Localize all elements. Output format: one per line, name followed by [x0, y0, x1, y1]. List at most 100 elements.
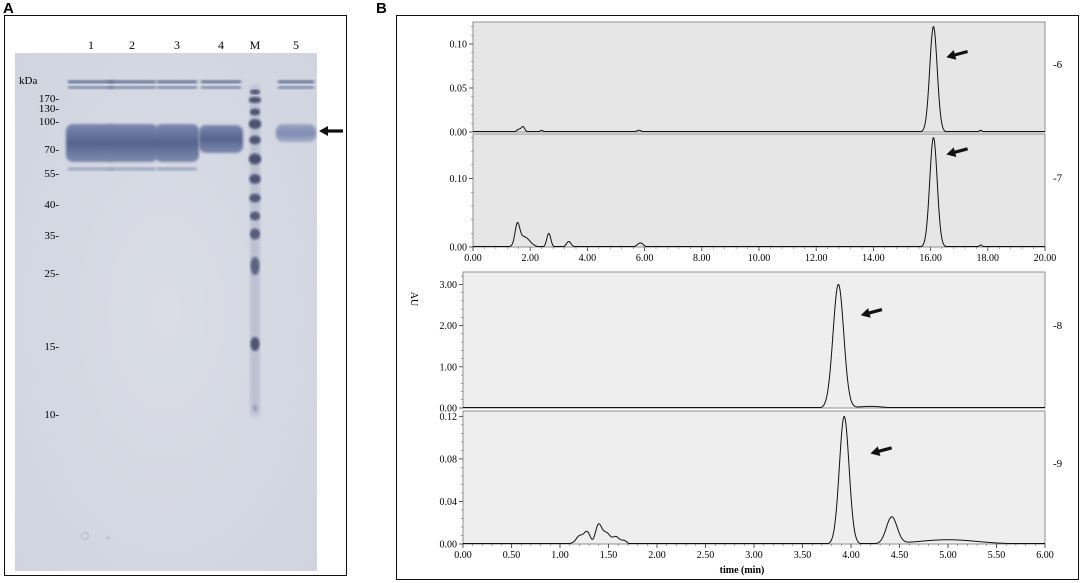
marker-label: 10-	[44, 409, 59, 421]
x-tick-label: 1.00	[551, 550, 569, 561]
marker-smear	[250, 86, 260, 416]
x-tick-label: 2.00	[521, 253, 539, 264]
x-tick-label: 5.50	[988, 550, 1006, 561]
x-tick-label: 1.50	[600, 550, 618, 561]
chromatogram-figure: AU time (min) 0.000.050.10-60.000.100.00…	[408, 21, 1063, 576]
gel-band	[108, 80, 156, 84]
chromatogram-plot: 0.00 0.05 0.10 -6	[450, 21, 1063, 139]
gel-band	[68, 80, 114, 84]
x-tick-label: 4.50	[891, 550, 909, 561]
x-axis-label: time (min)	[720, 565, 765, 576]
y-tick-label: 3.00	[440, 280, 458, 291]
plot-area	[472, 21, 1046, 133]
x-tick-label: 16.00	[919, 253, 942, 264]
series-label: -6	[1053, 59, 1063, 71]
x-tick-label: 4.00	[579, 253, 597, 264]
y-tick-label: 0.00	[450, 243, 468, 254]
y-tick-label: 0.12	[440, 412, 458, 423]
chromatogram-trace	[463, 416, 1045, 544]
lane-label: 1	[88, 38, 94, 52]
marker-label: 35-	[44, 230, 59, 242]
x-tick-label: 4.00	[842, 550, 860, 561]
gel-band	[278, 86, 314, 89]
x-tick-label: 20.00	[1034, 253, 1057, 264]
series-label: -7	[1053, 172, 1063, 184]
gel-band	[108, 167, 156, 171]
chromatogram-trace	[473, 26, 1045, 132]
y-tick-label: 1.00	[440, 362, 458, 373]
y-tick-label: 0.00	[440, 404, 458, 415]
arrow-left-icon	[319, 126, 343, 136]
x-tick-label: 14.00	[862, 253, 885, 264]
target-protein-band	[199, 125, 243, 153]
x-tick-label: 8.00	[693, 253, 711, 264]
y-tick-label: 0.04	[440, 497, 458, 508]
arrow-left-icon	[870, 446, 893, 457]
gel-band	[108, 86, 156, 89]
series-label: -8	[1053, 320, 1063, 332]
x-tick-label: 0.50	[503, 550, 521, 561]
chromatogram-trace	[463, 284, 1045, 408]
lane-label: 2	[129, 38, 135, 52]
chromatogram-plot: 0.00 1.00 2.00 3.00 -8	[440, 271, 1063, 415]
chromatogram-plot: 0.00 0.10 0.00 2.00 4.00 6.00 8.00 10.00 12.00 14…	[450, 133, 1063, 264]
marker-label: 100-	[39, 116, 60, 128]
marker-label: 25-	[44, 268, 59, 280]
gel-band	[201, 86, 241, 89]
lane-label: M	[250, 38, 261, 52]
target-protein-band	[155, 124, 199, 162]
marker-label: 130-	[39, 103, 60, 115]
y-tick-label: 0.10	[450, 40, 468, 51]
y-tick-label: 0.08	[440, 454, 458, 465]
gel-band	[157, 80, 197, 84]
chromatogram-plot: 0.00 0.04 0.08 0.12 0.00 0.50 1.00 1.50 2.00 2.50…	[440, 410, 1063, 561]
marker-label: 15-	[44, 341, 59, 353]
marker-label: 70-	[44, 144, 59, 156]
gel-spot	[81, 532, 89, 540]
target-protein-band	[106, 124, 158, 162]
panel-b-letter: B	[376, 0, 387, 17]
x-tick-label: 18.00	[977, 253, 1000, 264]
gel-panel: 1 2 3 4 M 5 kDa 170- 130- 100- 70- 55- 40- 35- 25- 15- 1…	[4, 15, 347, 576]
chromatogram-panel: AU time (min) 0.00 0.05 0.10 -6 0.00 0.10 0.00…	[396, 15, 1079, 580]
plot-area	[462, 410, 1046, 545]
y-axis-label: AU	[408, 292, 419, 307]
panel-a-letter: A	[3, 0, 14, 17]
gel-spot	[106, 536, 110, 540]
chromatogram-trace	[473, 137, 1045, 247]
arrow-left-icon	[946, 147, 968, 158]
y-tick-label: 2.00	[440, 321, 458, 332]
x-tick-label: 6.00	[636, 253, 654, 264]
x-tick-label: 0.00	[464, 253, 482, 264]
x-tick-label: 3.00	[745, 550, 763, 561]
plot-area	[462, 271, 1046, 409]
arrow-left-icon	[946, 49, 968, 60]
series-label: -9	[1053, 458, 1063, 470]
lane-label: 4	[218, 38, 224, 52]
x-tick-label: 2.00	[648, 550, 666, 561]
x-tick-label: 12.00	[805, 253, 828, 264]
marker-label: 40-	[44, 199, 59, 211]
x-tick-label: 2.50	[697, 550, 715, 561]
marker-label: 55-	[44, 168, 59, 180]
x-tick-label: 5.00	[939, 550, 957, 561]
gel-band	[157, 86, 197, 89]
kda-label: kDa	[19, 75, 37, 87]
marker-label: 170-	[39, 93, 60, 105]
arrow-left-icon	[860, 308, 883, 318]
y-tick-label: 0.00	[450, 128, 468, 139]
target-protein-band	[276, 124, 316, 142]
gel-band	[278, 80, 314, 84]
lane-label: 3	[174, 38, 180, 52]
x-tick-label: 0.00	[454, 550, 472, 561]
target-protein-band	[66, 124, 116, 162]
gel-band	[68, 86, 114, 89]
y-tick-label: 0.10	[450, 174, 468, 185]
x-tick-label: 10.00	[748, 253, 771, 264]
y-tick-label: 0.00	[440, 540, 458, 551]
gel-band	[201, 80, 241, 84]
lane-label: 5	[293, 38, 299, 52]
gel-band	[157, 167, 197, 171]
y-tick-label: 0.05	[450, 84, 468, 95]
